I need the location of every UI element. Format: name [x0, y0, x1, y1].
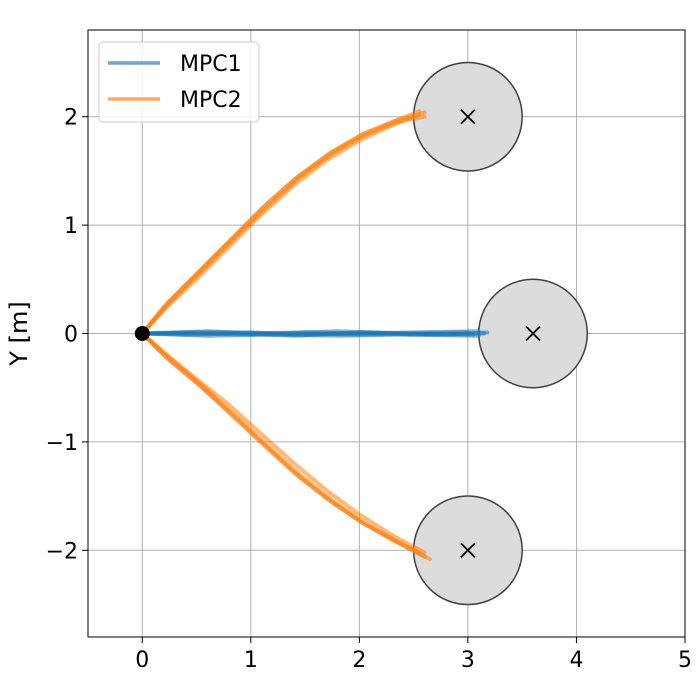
y-tick-label: 2 — [64, 106, 78, 131]
target-cross-icon — [525, 325, 541, 342]
target-cross-icon — [460, 542, 476, 558]
trajectory-mpc2 — [140, 114, 427, 336]
x-tick-label: 0 — [135, 648, 149, 673]
y-axis-label: Y [m] — [5, 301, 33, 366]
x-tick-label: 3 — [461, 648, 475, 673]
target-cross-icon — [460, 109, 476, 125]
trajectory-mpc2 — [140, 109, 422, 336]
legend-label-mpc1: MPC1 — [180, 52, 242, 77]
y-ticks: −2 −1 0 1 2 — [46, 106, 88, 564]
trajectory-mpc2 — [140, 331, 427, 555]
start-point-layer — [134, 326, 150, 341]
legend-entries: MPC1 MPC2 — [108, 52, 242, 113]
trajectory-mpc2 — [140, 112, 422, 336]
trajectory-mpc2 — [140, 110, 427, 336]
trajectory-lines — [140, 109, 490, 561]
y-tick-label: 1 — [64, 214, 78, 239]
legend: MPC1 MPC2 — [98, 41, 260, 123]
x-tick-label: 1 — [244, 648, 258, 673]
trajectory-mpc1 — [140, 330, 490, 338]
y-tick-label: −1 — [46, 431, 78, 456]
x-tick-label: 2 — [352, 648, 366, 673]
y-tick-label: 0 — [64, 323, 78, 348]
x-tick-label: 5 — [678, 648, 692, 673]
legend-label-mpc2: MPC2 — [180, 88, 242, 113]
x-ticks: 0 1 2 3 4 5 — [135, 637, 692, 673]
y-tick-label: −2 — [46, 539, 78, 564]
trajectory-mpc2 — [140, 331, 432, 561]
x-tick-label: 4 — [569, 648, 583, 673]
start-point — [134, 326, 150, 341]
